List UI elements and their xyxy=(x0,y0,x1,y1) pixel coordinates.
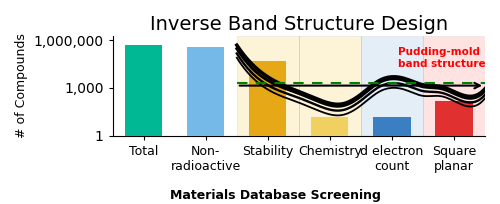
Bar xyxy=(374,116,410,136)
FancyBboxPatch shape xyxy=(299,35,361,136)
Title: Inverse Band Structure Design: Inverse Band Structure Design xyxy=(150,15,448,34)
Text: Pudding-mold
band structure: Pudding-mold band structure xyxy=(398,47,486,69)
Text: Materials Database Screening: Materials Database Screening xyxy=(170,189,380,202)
Bar xyxy=(436,101,472,136)
Bar xyxy=(312,116,348,136)
FancyBboxPatch shape xyxy=(361,35,423,136)
Bar xyxy=(249,61,286,136)
Bar xyxy=(187,47,224,136)
FancyBboxPatch shape xyxy=(237,35,299,136)
Bar xyxy=(125,45,162,136)
FancyBboxPatch shape xyxy=(423,35,485,136)
Y-axis label: # of Compounds: # of Compounds xyxy=(15,33,28,138)
